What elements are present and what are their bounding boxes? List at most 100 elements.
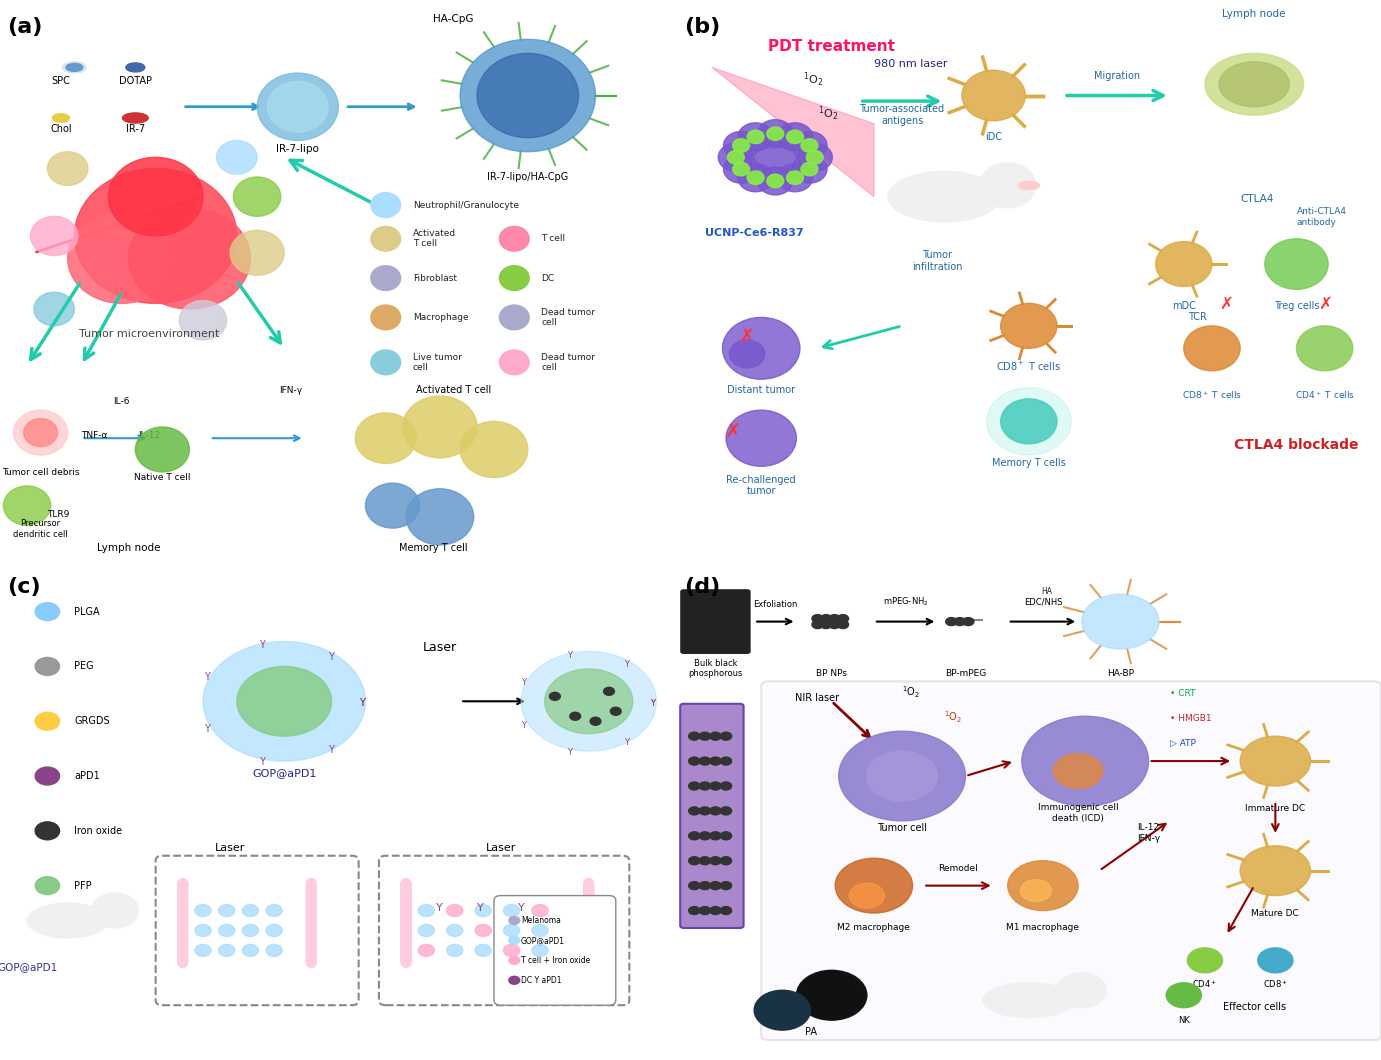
Text: DC: DC [541, 273, 555, 283]
Circle shape [1258, 948, 1293, 973]
Ellipse shape [52, 113, 69, 122]
Circle shape [689, 832, 700, 840]
Text: 980 nm laser: 980 nm laser [874, 59, 947, 69]
Circle shape [689, 807, 700, 815]
Circle shape [758, 120, 793, 147]
Circle shape [733, 139, 750, 153]
Circle shape [812, 615, 823, 622]
Ellipse shape [123, 113, 148, 123]
Circle shape [689, 782, 700, 790]
Text: Mature DC: Mature DC [1251, 908, 1300, 918]
Circle shape [710, 906, 721, 915]
Circle shape [849, 883, 884, 908]
Ellipse shape [126, 63, 145, 72]
Circle shape [710, 782, 721, 790]
Circle shape [787, 130, 804, 143]
Text: HA-CpG: HA-CpG [434, 15, 474, 24]
Text: Y: Y [204, 672, 210, 683]
Circle shape [737, 123, 773, 151]
Circle shape [710, 807, 721, 815]
Text: M1 macrophage: M1 macrophage [1007, 923, 1080, 933]
Circle shape [721, 757, 732, 765]
Text: (b): (b) [684, 17, 720, 37]
Circle shape [1022, 717, 1149, 806]
Text: Y: Y [521, 677, 526, 687]
Circle shape [504, 904, 519, 917]
Text: IR-7-lipo: IR-7-lipo [276, 144, 319, 154]
Text: DC Y aPD1: DC Y aPD1 [521, 976, 562, 985]
Text: GOP@aPD1: GOP@aPD1 [0, 962, 57, 972]
Text: $^1$O$_2$: $^1$O$_2$ [902, 685, 920, 700]
Circle shape [1056, 973, 1106, 1008]
Circle shape [446, 924, 463, 936]
Circle shape [47, 152, 88, 186]
Circle shape [829, 615, 840, 622]
Text: Exfoliation: Exfoliation [753, 600, 797, 608]
Text: (d): (d) [684, 577, 720, 597]
Circle shape [778, 123, 812, 151]
Circle shape [801, 162, 818, 176]
Text: Y: Y [566, 748, 572, 757]
Circle shape [946, 618, 957, 625]
Text: T cell: T cell [541, 234, 565, 243]
Text: NK: NK [1178, 1015, 1189, 1025]
Circle shape [766, 174, 784, 188]
Ellipse shape [1204, 53, 1304, 116]
Circle shape [406, 489, 474, 545]
Text: Bulk black
phosphorous: Bulk black phosphorous [688, 659, 743, 678]
Circle shape [791, 155, 827, 183]
Circle shape [504, 924, 519, 936]
Circle shape [267, 944, 282, 956]
Circle shape [418, 924, 435, 936]
Text: EDC/NHS: EDC/NHS [1023, 597, 1062, 606]
Circle shape [689, 882, 700, 889]
Text: aPD1: aPD1 [75, 771, 101, 781]
Circle shape [754, 990, 811, 1030]
FancyBboxPatch shape [681, 704, 743, 928]
Text: ✗: ✗ [1219, 295, 1233, 313]
Text: PA: PA [805, 1027, 816, 1037]
Ellipse shape [1219, 61, 1290, 107]
Text: TLR9: TLR9 [47, 510, 70, 518]
Circle shape [1184, 325, 1240, 371]
Text: Y: Y [329, 745, 334, 755]
Circle shape [68, 213, 175, 303]
Circle shape [699, 856, 710, 865]
Circle shape [1008, 861, 1079, 911]
Polygon shape [713, 68, 874, 197]
Circle shape [729, 340, 765, 368]
Text: GRGDS: GRGDS [75, 717, 110, 726]
Ellipse shape [1018, 181, 1040, 190]
Circle shape [476, 53, 579, 138]
Text: PLGA: PLGA [75, 606, 99, 617]
Circle shape [1001, 303, 1056, 349]
Circle shape [721, 782, 732, 790]
Text: Tumor cell: Tumor cell [877, 823, 927, 833]
Text: Y: Y [436, 902, 443, 913]
FancyBboxPatch shape [761, 682, 1381, 1040]
Circle shape [721, 882, 732, 889]
Text: Laser: Laser [423, 641, 457, 654]
Circle shape [797, 143, 833, 172]
Circle shape [710, 832, 721, 840]
Text: Laser: Laser [215, 843, 246, 852]
Circle shape [236, 667, 331, 737]
Text: $^1$O$_2$: $^1$O$_2$ [818, 105, 838, 123]
Circle shape [231, 230, 284, 276]
Circle shape [75, 169, 238, 303]
Circle shape [521, 652, 656, 752]
Circle shape [218, 904, 235, 917]
Circle shape [724, 131, 758, 160]
Circle shape [128, 208, 250, 310]
Circle shape [33, 293, 75, 325]
Text: Lymph node: Lymph node [1222, 8, 1286, 19]
Circle shape [23, 419, 58, 446]
Circle shape [135, 427, 189, 472]
Text: Y: Y [521, 721, 526, 730]
Circle shape [460, 39, 595, 152]
Text: BP-mPEG: BP-mPEG [945, 669, 986, 678]
Circle shape [699, 882, 710, 889]
Text: Y: Y [260, 757, 265, 766]
Circle shape [1001, 399, 1056, 444]
Circle shape [267, 924, 282, 936]
